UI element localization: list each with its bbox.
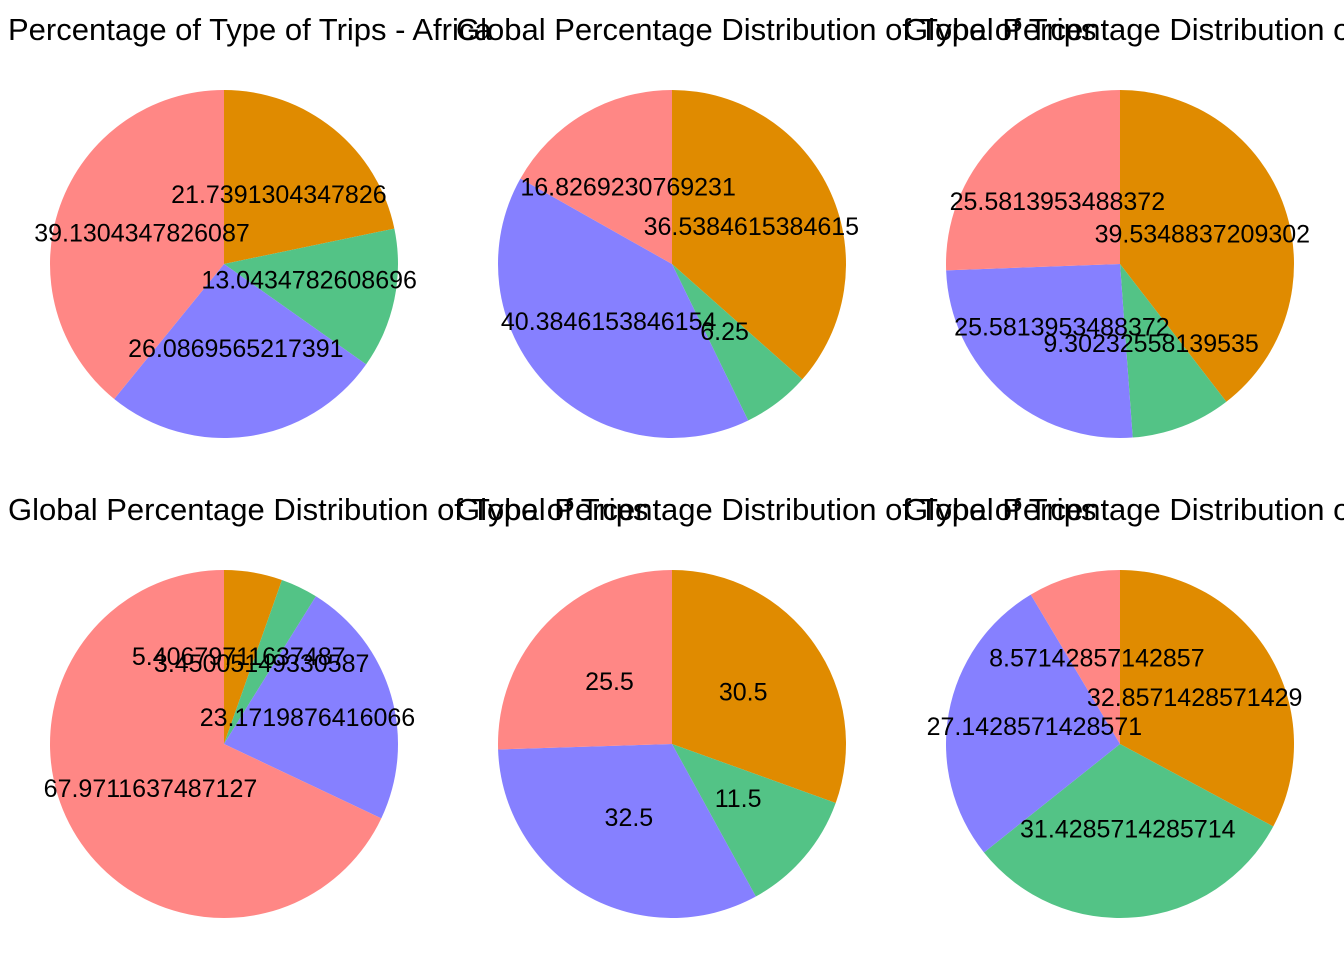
pie-6-labels: 32.8571428571429 31.4285714285714 27.14285… <box>927 645 1303 844</box>
pie-title-2: Global Percentage Distribution of Type o… <box>456 12 1096 47</box>
pie-6-slice-2-label: 31.4285714285714 <box>1020 815 1236 843</box>
pie-4-slice-4-label: 67.9711637487127 <box>44 775 258 803</box>
pie-1-slice-4-label: 39.1304347826087 <box>34 219 250 247</box>
pie-1-labels: 21.7391304347826 13.0434782608696 26.08695… <box>34 181 417 363</box>
pie-5-slice-1-label: 30.5 <box>719 679 768 707</box>
pie-title-3: Global Percentage Distribution of Type o… <box>904 12 1344 47</box>
pie-panel-6: 32.8571428571429 31.4285714285714 27.14285… <box>927 570 1303 918</box>
pie-6-slice-3-label: 27.1428571428571 <box>927 713 1143 741</box>
pie-3-slice-2 <box>1120 264 1227 438</box>
pie-1-slice-3-label: 26.0869565217391 <box>128 335 344 363</box>
pie-2-slice-2-label: 6.25 <box>700 318 749 346</box>
pie-3-labels: 39.53488372093029.3023255813953525.58139… <box>950 188 1310 358</box>
pie-2-slice-3 <box>498 178 749 439</box>
pie-6-slice-4-label: 8.57142857142857 <box>989 645 1205 673</box>
pie-title-6: Global Percentage Distribution of Type o… <box>904 492 1344 527</box>
pie-1-slice-1-label: 21.7391304347826 <box>171 181 387 209</box>
pie-6-slice-4 <box>1030 570 1120 744</box>
pie-4-slice-3-label: 23.1719876416066 <box>200 704 416 732</box>
pie-5-slice-3 <box>498 744 756 918</box>
pie-5-slice-2-label: 11.5 <box>715 785 762 813</box>
pie-3-slice-1 <box>1120 90 1295 402</box>
pie-2-slice-1-label: 36.5384615384615 <box>644 213 860 241</box>
panel-titles: Percentage of Type of Trips - AfricaGlob… <box>8 12 1344 527</box>
pie-title-5: Global Percentage Distribution of Type o… <box>456 492 1096 527</box>
pie-3-slice-4-label: 25.5813953488372 <box>950 188 1166 216</box>
pie-1-slice-1 <box>224 90 395 264</box>
pie-1-slice-2 <box>224 228 398 365</box>
pie-5-slice-3-label: 32.5 <box>605 804 654 832</box>
pie-3-slice-4 <box>946 90 1120 271</box>
pie-1-slice-4 <box>50 90 224 399</box>
pie-6-slice-3 <box>945 594 1120 853</box>
pie-2-slice-2 <box>672 264 803 421</box>
pie-panel-3: 39.53488372093029.3023255813953525.58139… <box>946 90 1310 438</box>
pie-6-slice-1-label: 32.8571428571429 <box>1087 684 1303 712</box>
pie-5-labels: 30.5 11.5 32.5 25.5 <box>585 668 767 832</box>
pie-1-slice-2-label: 13.0434782608696 <box>201 266 417 294</box>
pie-title-4: Global Percentage Distribution of Type o… <box>8 492 648 527</box>
pie-4-slice-2 <box>224 579 316 744</box>
pie-6-slice-2 <box>983 744 1274 918</box>
pie-panel-5: 30.5 11.5 32.5 25.5 <box>497 570 846 918</box>
pie-5-slice-4-label: 25.5 <box>585 668 634 696</box>
pie-3-slice-1-label: 39.5348837209302 <box>1095 221 1311 249</box>
pie-2-slice-4 <box>520 90 672 264</box>
pie-4-slice-2-label: 3.45005149330587 <box>154 650 370 678</box>
pie-4-slice-1-label: 5.40679711637487 <box>132 643 346 671</box>
pie-3-slice-3-label: 25.5813953488372 <box>954 313 1170 341</box>
pie-5-slice-2 <box>672 744 836 897</box>
pie-5-slice-1 <box>672 570 846 803</box>
pie-panels: 21.7391304347826 13.0434782608696 26.08695… <box>34 90 1310 919</box>
pie-4-slice-1 <box>224 570 282 744</box>
pie-5-slice-4 <box>497 570 672 750</box>
pie-3-slice-3 <box>946 264 1133 438</box>
pie-2-slice-1 <box>672 90 846 380</box>
pie-3-slice-2-label: 9.30232558139535 <box>1043 330 1259 358</box>
pie-4-slice-4 <box>49 570 382 919</box>
pie-1-slice-3 <box>114 264 367 438</box>
pie-4-slice-3 <box>224 596 398 819</box>
pie-2-slice-4-label: 16.8269230769231 <box>520 173 736 201</box>
pie-2-slice-3-label: 40.3846153846154 <box>501 308 717 336</box>
pie-6-slice-1 <box>1120 570 1294 827</box>
pie-title-1: Percentage of Type of Trips - Africa <box>8 12 492 47</box>
pie-panel-1: 21.7391304347826 13.0434782608696 26.08695… <box>34 90 417 438</box>
